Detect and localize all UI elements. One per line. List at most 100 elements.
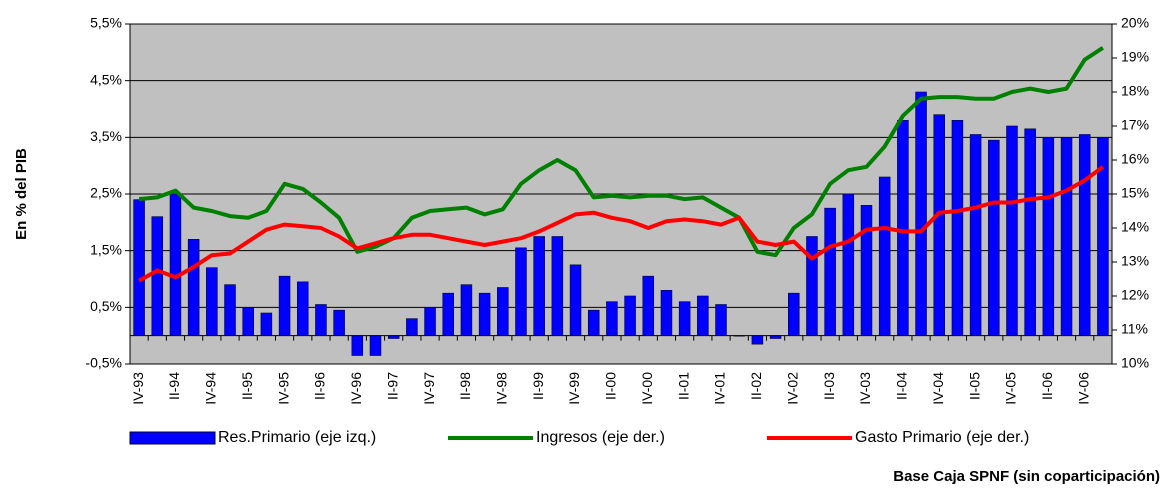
line (138, 165, 1105, 283)
y-axis-label: En % del PIB (13, 148, 30, 240)
bar (260, 312, 273, 336)
bar (133, 199, 145, 336)
bar (369, 335, 382, 356)
y2-tick-label: 10% (1121, 355, 1149, 371)
bar (351, 335, 364, 356)
bar (442, 292, 454, 336)
bar (315, 304, 327, 336)
x-tick-label: IV-99 (566, 372, 582, 405)
y2-tick-label: 18% (1121, 83, 1149, 99)
bar (587, 309, 600, 336)
x-tick-label: II-05 (966, 372, 982, 400)
bar (1078, 134, 1091, 336)
y-tick-label: 2,5% (90, 185, 122, 201)
bar (224, 284, 236, 336)
y-tick-label: 4,5% (90, 71, 122, 87)
x-tick-label: II-01 (675, 372, 691, 400)
bar (478, 292, 491, 336)
bar (333, 309, 345, 336)
bar (806, 236, 818, 336)
bar (642, 275, 655, 336)
x-tick-label: IV-95 (275, 372, 291, 405)
x-tick-label: II-98 (457, 372, 473, 400)
x-tick-label: II-02 (748, 372, 764, 400)
x-tick-label: II-06 (1039, 372, 1055, 400)
x-tick-label: IV-98 (493, 372, 509, 405)
x-tick-label: II-95 (239, 372, 255, 400)
bar (278, 275, 291, 336)
legend-label: Gasto Primario (eje der.) (855, 429, 1029, 446)
bar (242, 307, 254, 336)
x-tick-label: II-94 (166, 372, 182, 400)
bar (569, 264, 582, 336)
x-tick-label: IV-97 (421, 372, 437, 405)
x-tick-label: IV-01 (712, 372, 728, 405)
x-tick-label: II-99 (530, 372, 546, 400)
bar (187, 239, 200, 336)
bar (697, 295, 709, 336)
bar (406, 318, 418, 336)
bar (933, 114, 945, 336)
x-tick-label: II-96 (312, 372, 328, 400)
bar (606, 301, 618, 336)
legend-label: Ingresos (eje der.) (536, 429, 665, 446)
x-tick-label: II-03 (821, 372, 837, 400)
x-tick-label: IV-02 (784, 372, 800, 405)
bar (460, 284, 473, 336)
note: Base Caja SPNF (sin coparticipación) (893, 468, 1160, 485)
x-tick-label: IV-04 (930, 372, 946, 405)
y-tick-label: 3,5% (90, 128, 122, 144)
x-tick-label: IV-94 (203, 372, 219, 405)
bar (424, 307, 436, 336)
bar (824, 207, 836, 336)
y-tick-label: 5,5% (90, 15, 122, 31)
y2-tick-label: 12% (1121, 287, 1149, 303)
bar (515, 247, 527, 336)
bar (624, 295, 636, 336)
bar (1006, 125, 1018, 336)
bar (151, 216, 164, 336)
y2-tick-label: 19% (1121, 49, 1149, 65)
line (138, 46, 1104, 258)
y-tick-label: -0,5% (85, 355, 122, 371)
bar (751, 335, 764, 345)
y2-tick-label: 14% (1121, 219, 1149, 235)
y-tick-label: 0,5% (90, 298, 122, 314)
x-tick-label: IV-96 (348, 372, 364, 405)
bar (788, 292, 800, 336)
x-tick-label: II-04 (894, 372, 910, 400)
y2-tick-label: 16% (1121, 151, 1149, 167)
y2-tick-label: 13% (1121, 253, 1149, 269)
y-tick-label: 1,5% (90, 241, 122, 257)
x-tick-label: IV-05 (1003, 372, 1019, 405)
x-tick-label: IV-03 (857, 372, 873, 405)
x-tick-label: II-97 (384, 372, 400, 400)
y2-tick-label: 15% (1121, 185, 1149, 201)
bar (969, 134, 982, 336)
bar (206, 267, 218, 336)
bar (878, 176, 891, 336)
bar (897, 120, 909, 336)
bar (915, 91, 927, 336)
bar (533, 236, 545, 336)
y2-tick-label: 20% (1121, 15, 1149, 31)
bar (678, 301, 691, 336)
x-tick-label: IV-93 (130, 372, 146, 405)
bar (551, 236, 564, 336)
y2-tick-label: 11% (1121, 321, 1148, 337)
bar (1060, 137, 1073, 336)
x-tick-label: IV-06 (1075, 372, 1091, 405)
y2-tick-label: 17% (1121, 117, 1149, 133)
bar (715, 304, 727, 336)
bar (1042, 137, 1055, 336)
x-tick-label: II-00 (603, 372, 619, 400)
bar (951, 120, 964, 336)
bar (660, 290, 673, 336)
bar (169, 193, 182, 336)
legend-swatch (129, 431, 216, 445)
legend-label: Res.Primario (eje izq.) (218, 429, 376, 446)
bar (1024, 128, 1036, 336)
x-tick-label: IV-00 (639, 372, 655, 405)
bar (297, 281, 309, 336)
